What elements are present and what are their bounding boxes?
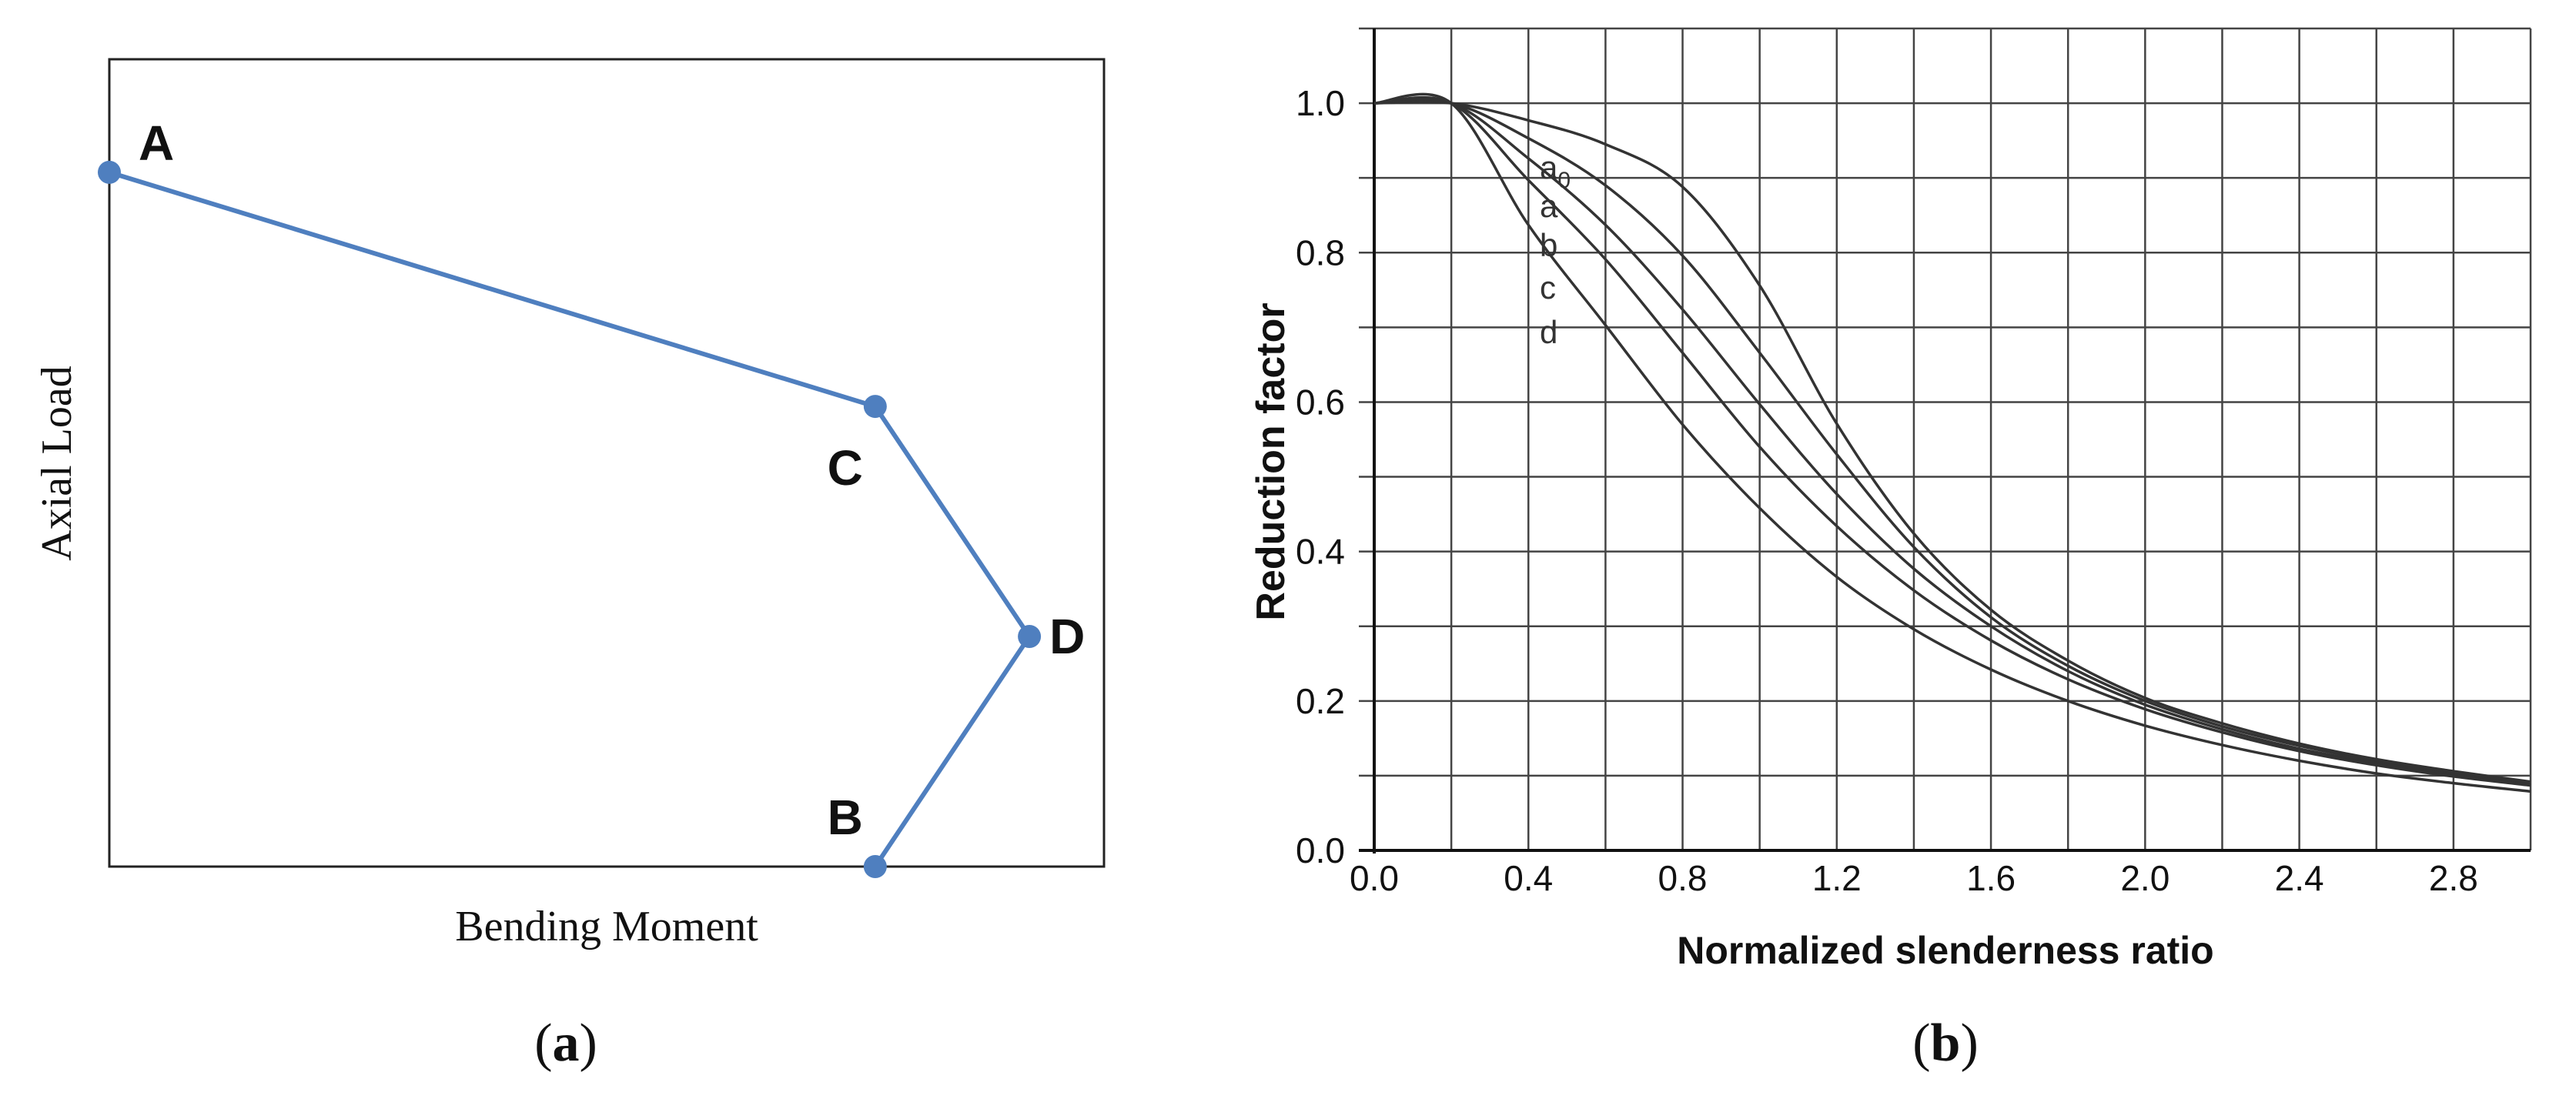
curve-c — [1373, 95, 2531, 787]
y-tick-label: 0.0 — [1296, 830, 1345, 870]
y-tick-label: 0.6 — [1296, 382, 1345, 422]
curve-a0 — [1373, 100, 2531, 783]
x-tick-label: 0.8 — [1658, 858, 1708, 898]
y-tick-label: 0.4 — [1296, 532, 1345, 572]
y-tick-label: 0.8 — [1296, 232, 1345, 272]
curve-label-a: a — [1540, 188, 1558, 224]
panel-b-y-tick-labels: 0.0 0.2 0.4 0.6 0.8 1.0 — [1296, 83, 1345, 870]
panel-b-curves — [1373, 92, 2531, 793]
curve-d — [1373, 92, 2531, 793]
point-label-b: B — [828, 790, 863, 845]
point-a — [98, 160, 121, 184]
y-tick-label: 0.2 — [1296, 681, 1345, 721]
x-tick-label: 1.6 — [1966, 858, 2016, 898]
panel-a-points — [98, 160, 1042, 878]
panel-a-y-axis-label: Axial Load — [33, 366, 81, 560]
x-tick-label: 0.0 — [1350, 858, 1399, 898]
point-b — [863, 855, 887, 878]
panel-a-label: (a) — [534, 1014, 597, 1073]
x-tick-label: 2.8 — [2429, 858, 2478, 898]
curve-a — [1373, 99, 2531, 784]
x-tick-label: 0.4 — [1504, 858, 1553, 898]
panel-b-x-axis-label: Normalized slenderness ratio — [1677, 929, 2213, 972]
moment-axial-line — [109, 170, 1032, 868]
point-label-c: C — [828, 440, 863, 496]
panel-a-plot-frame — [108, 58, 1106, 868]
panel-b-y-axis-label: Reduction factor — [1249, 302, 1293, 620]
panel-a-x-axis-label: Bending Moment — [455, 903, 758, 950]
curve-label-c: c — [1540, 269, 1556, 306]
point-d — [1018, 625, 1042, 649]
x-tick-label: 2.0 — [2120, 858, 2170, 898]
x-tick-label: 1.2 — [1812, 858, 1862, 898]
point-c — [863, 395, 887, 419]
panel-a-point-labels: A C D B — [139, 115, 1085, 845]
panel-a-series-line — [109, 170, 1032, 868]
curve-label-b: b — [1540, 227, 1557, 263]
point-label-d: D — [1049, 609, 1085, 664]
y-tick-label: 1.0 — [1296, 83, 1345, 123]
panel-a-chart: A C D B Bending Moment Axial Load (a) — [33, 58, 1106, 1073]
curve-label-a0: a0 — [1540, 149, 1571, 193]
panel-b-grid — [1359, 27, 2532, 853]
curve-label-d: d — [1540, 314, 1557, 350]
panel-b-x-tick-labels: 0.0 0.4 0.8 1.2 1.6 2.0 2.4 2.8 — [1350, 858, 2478, 898]
x-tick-label: 2.4 — [2275, 858, 2324, 898]
curve-b — [1373, 98, 2531, 787]
point-label-a: A — [139, 115, 174, 171]
panel-b-label: (b) — [1912, 1014, 1979, 1073]
